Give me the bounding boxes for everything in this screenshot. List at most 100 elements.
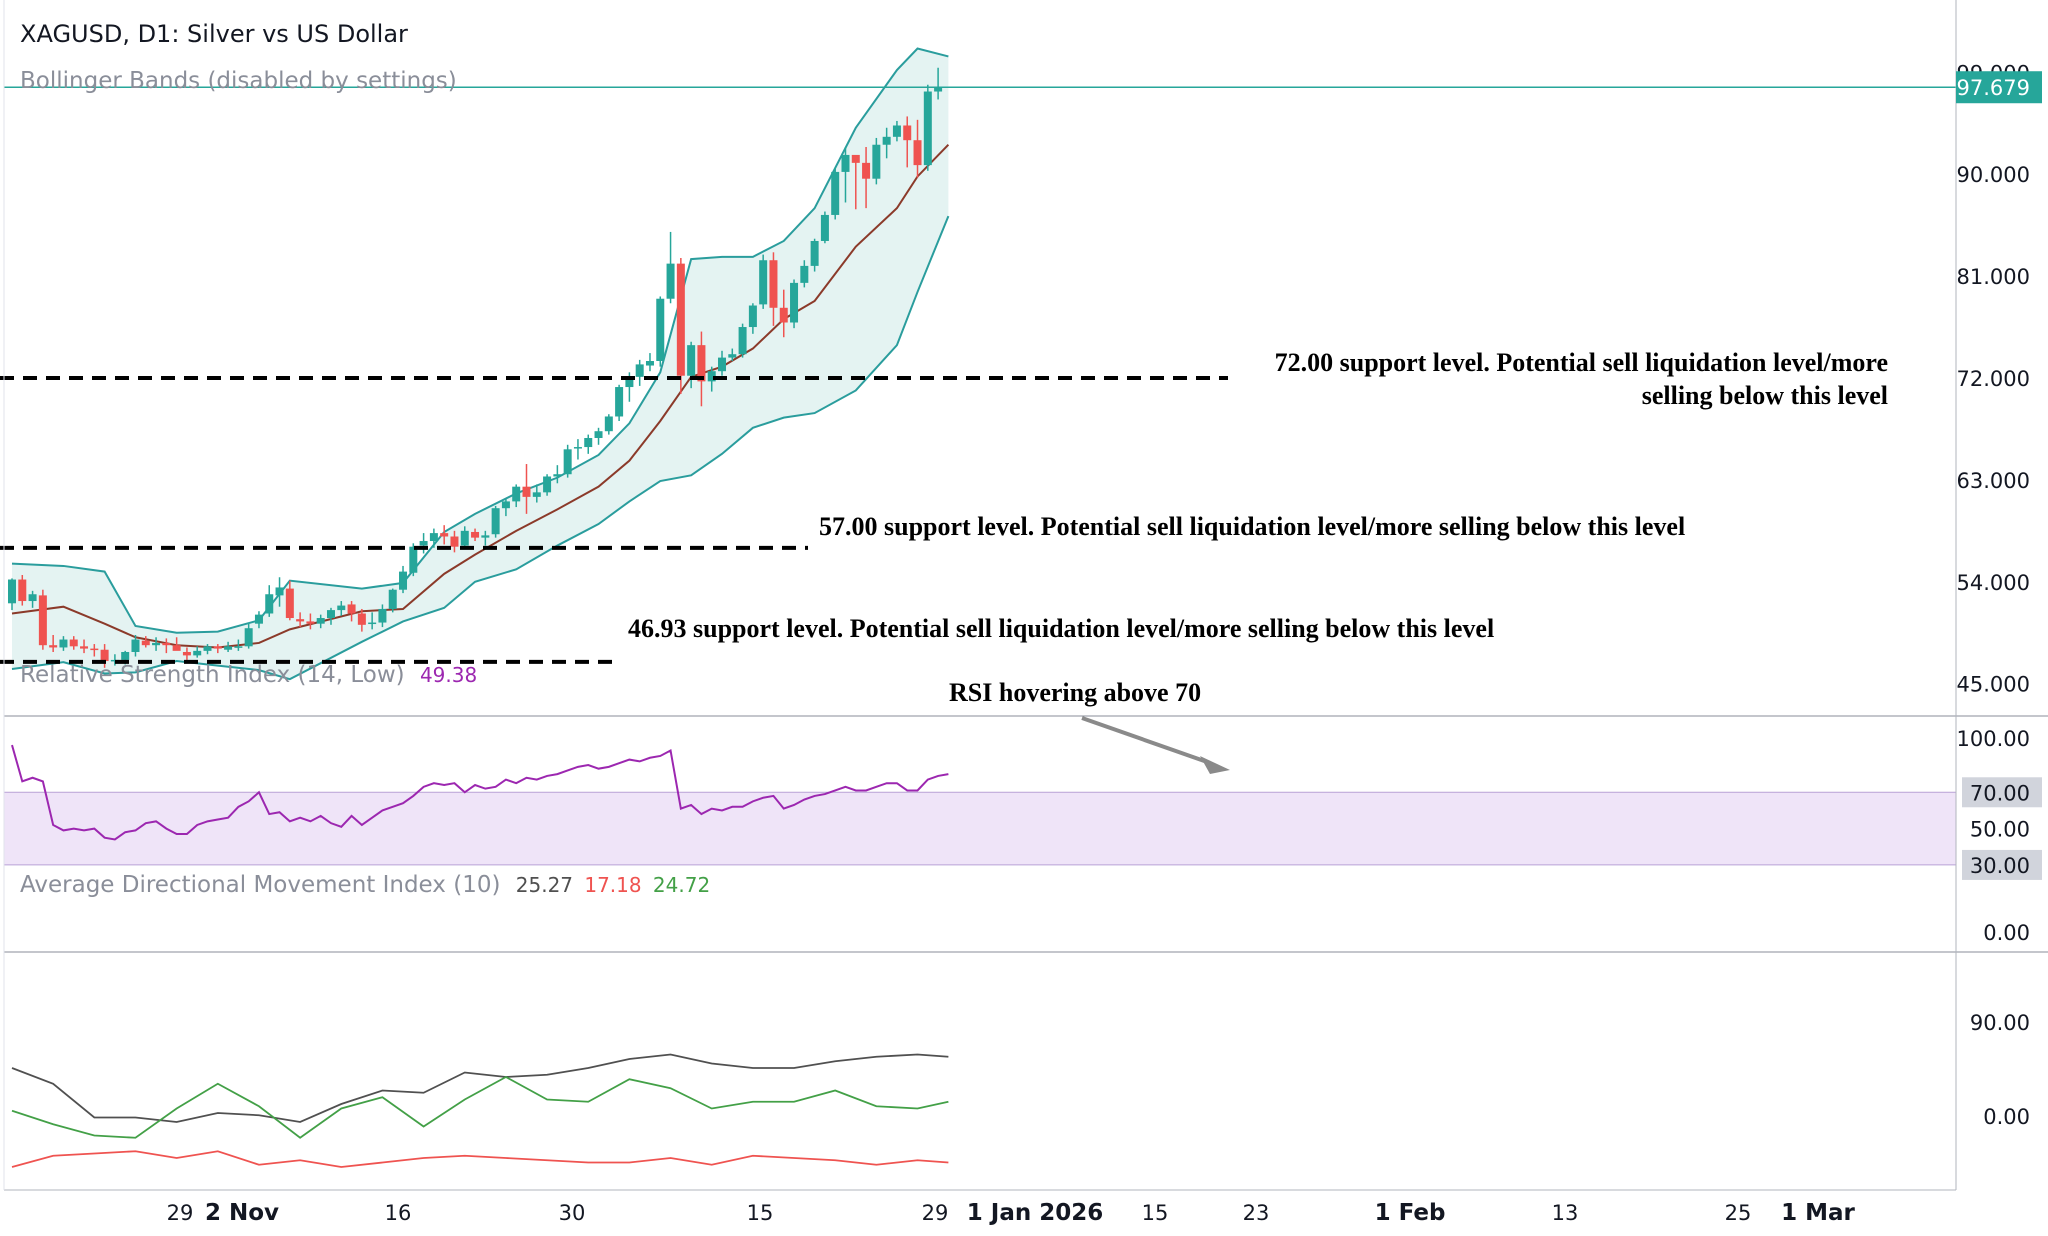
candle — [697, 331, 706, 407]
candle-body — [676, 263, 685, 376]
candle — [275, 577, 284, 607]
candle — [450, 530, 459, 553]
minus-di-line — [11, 1075, 949, 1139]
price-axis-tick: 45.000 — [1957, 673, 2030, 697]
time-axis-label: 29 — [167, 1201, 194, 1225]
candle-body — [121, 651, 130, 660]
candle-body — [573, 447, 582, 449]
candle-body — [59, 639, 68, 648]
candle — [69, 636, 78, 650]
rsi-legend[interactable]: Relative Strength Index (14, Low) 49.38 — [20, 662, 477, 688]
candle-body — [141, 640, 150, 646]
candle-body — [471, 531, 480, 538]
candle-body — [460, 530, 469, 546]
candle-body — [419, 541, 428, 546]
time-axis-label: 1 Mar — [1781, 1200, 1855, 1226]
candle-body — [388, 589, 397, 609]
candle-body — [831, 171, 840, 215]
candle-body — [491, 508, 500, 535]
candle-body — [903, 125, 912, 141]
bollinger-lower-band — [11, 215, 950, 681]
candle-body — [718, 357, 727, 372]
current-price-label: 97.679 — [1957, 76, 2030, 100]
candle-body — [368, 622, 377, 625]
candle-body — [244, 628, 253, 647]
candle-body — [285, 588, 294, 619]
candle — [368, 612, 377, 630]
rsi-legend-label: Relative Strength Index (14, Low) — [20, 662, 405, 688]
price-axis-tick: 72.000 — [1957, 367, 2030, 391]
candle — [265, 585, 274, 617]
support-72-annotation-line1: 72.00 support level. Potential sell liqu… — [1274, 348, 1888, 377]
price-axis[interactable]: 99.00090.00081.00072.00063.00054.00045.0… — [1956, 61, 2042, 1129]
rsi-arrow — [1081, 716, 1230, 774]
candle-body — [347, 604, 356, 614]
bollinger-fill — [12, 48, 949, 680]
candle-body — [687, 345, 696, 376]
candle — [748, 303, 757, 334]
candle — [913, 119, 922, 178]
candle — [656, 296, 665, 367]
candle — [316, 614, 325, 629]
rsi-arrow-head — [1200, 756, 1230, 774]
candle — [790, 279, 799, 329]
candle — [553, 465, 562, 484]
bollinger-legend[interactable]: Bollinger Bands (disabled by settings) — [20, 68, 457, 94]
candle — [224, 641, 233, 652]
plus-di-line — [11, 1150, 949, 1168]
chart-frame — [3, 0, 2048, 1191]
candle — [193, 646, 202, 658]
candle — [645, 353, 654, 372]
time-axis[interactable]: 29 2 Nov 16 30 15 29 1 Jan 2026 15 23 1 Feb 13 25 1 … — [167, 1200, 1856, 1226]
candle — [141, 636, 150, 648]
candle — [388, 588, 397, 613]
candle — [378, 604, 387, 628]
candle-body — [790, 282, 799, 323]
candle — [635, 359, 644, 386]
candle-body — [635, 364, 644, 377]
candle-body — [769, 260, 778, 308]
candle-body — [357, 613, 366, 625]
candle — [471, 528, 480, 542]
support-72-annotation-line2: selling below this level — [1641, 381, 1888, 410]
candle-body — [234, 646, 243, 648]
candle-body — [254, 614, 263, 624]
candle-body — [275, 587, 284, 596]
candle — [296, 612, 305, 628]
candle-body — [440, 533, 449, 537]
candle-body — [656, 298, 665, 361]
candle-body — [553, 474, 562, 477]
candle-body — [409, 546, 418, 573]
candle — [573, 439, 582, 460]
current-price-badge — [1956, 71, 2042, 104]
candle-body — [810, 240, 819, 266]
candle — [543, 474, 552, 496]
minus-di-legend-value: 24.72 — [652, 873, 711, 897]
candle — [923, 84, 932, 171]
candle-body — [296, 619, 305, 622]
candle-body — [604, 416, 613, 432]
adx-axis-tick: 0.00 — [1983, 1105, 2030, 1129]
rsi-band-badge — [1962, 777, 2042, 808]
support-72-annotation: 72.00 support level. Potential sell liqu… — [1275, 346, 1888, 412]
candle-body — [450, 536, 459, 547]
candle-body — [543, 476, 552, 493]
adx-legend[interactable]: Average Directional Movement Index (10) … — [20, 872, 710, 898]
candle-body — [913, 140, 922, 166]
time-axis-label: 1 Jan 2026 — [967, 1200, 1103, 1226]
candle — [306, 613, 315, 630]
bollinger-bands — [11, 47, 950, 681]
candle-body — [182, 651, 191, 656]
candle — [131, 635, 140, 657]
candle-body — [28, 594, 37, 602]
candle — [759, 254, 768, 309]
candle — [38, 589, 47, 650]
candle-body — [645, 361, 654, 366]
rsi-axis-tick: 70.00 — [1970, 781, 2030, 805]
candle-body — [265, 594, 274, 614]
candle — [347, 601, 356, 622]
candle — [728, 348, 737, 361]
time-axis-label: 2 Nov — [205, 1200, 279, 1226]
candle — [326, 607, 335, 625]
